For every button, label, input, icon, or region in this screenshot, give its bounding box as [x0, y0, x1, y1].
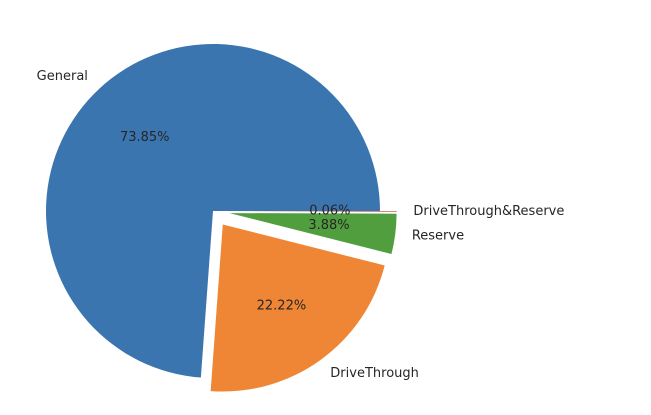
slice-percentage-general: 73.85% [120, 130, 170, 145]
slice-label-drivethrough-reserve: DriveThrough&Reserve [413, 204, 564, 219]
slice-percentage-reserve: 3.88% [308, 218, 349, 233]
pie-slice-reserve [229, 213, 397, 255]
pie-slice-drivethrough [210, 224, 385, 392]
slice-label-general: General [37, 69, 88, 84]
pie-slice-drivethrough-reserve [229, 211, 397, 212]
slice-label-drivethrough: DriveThrough [330, 366, 419, 381]
slice-label-reserve: Reserve [412, 229, 464, 244]
pie-slice-general [46, 44, 380, 378]
slice-percentage-drivethrough-reserve: 0.06% [309, 204, 350, 219]
slice-percentage-drivethrough: 22.22% [257, 298, 307, 313]
